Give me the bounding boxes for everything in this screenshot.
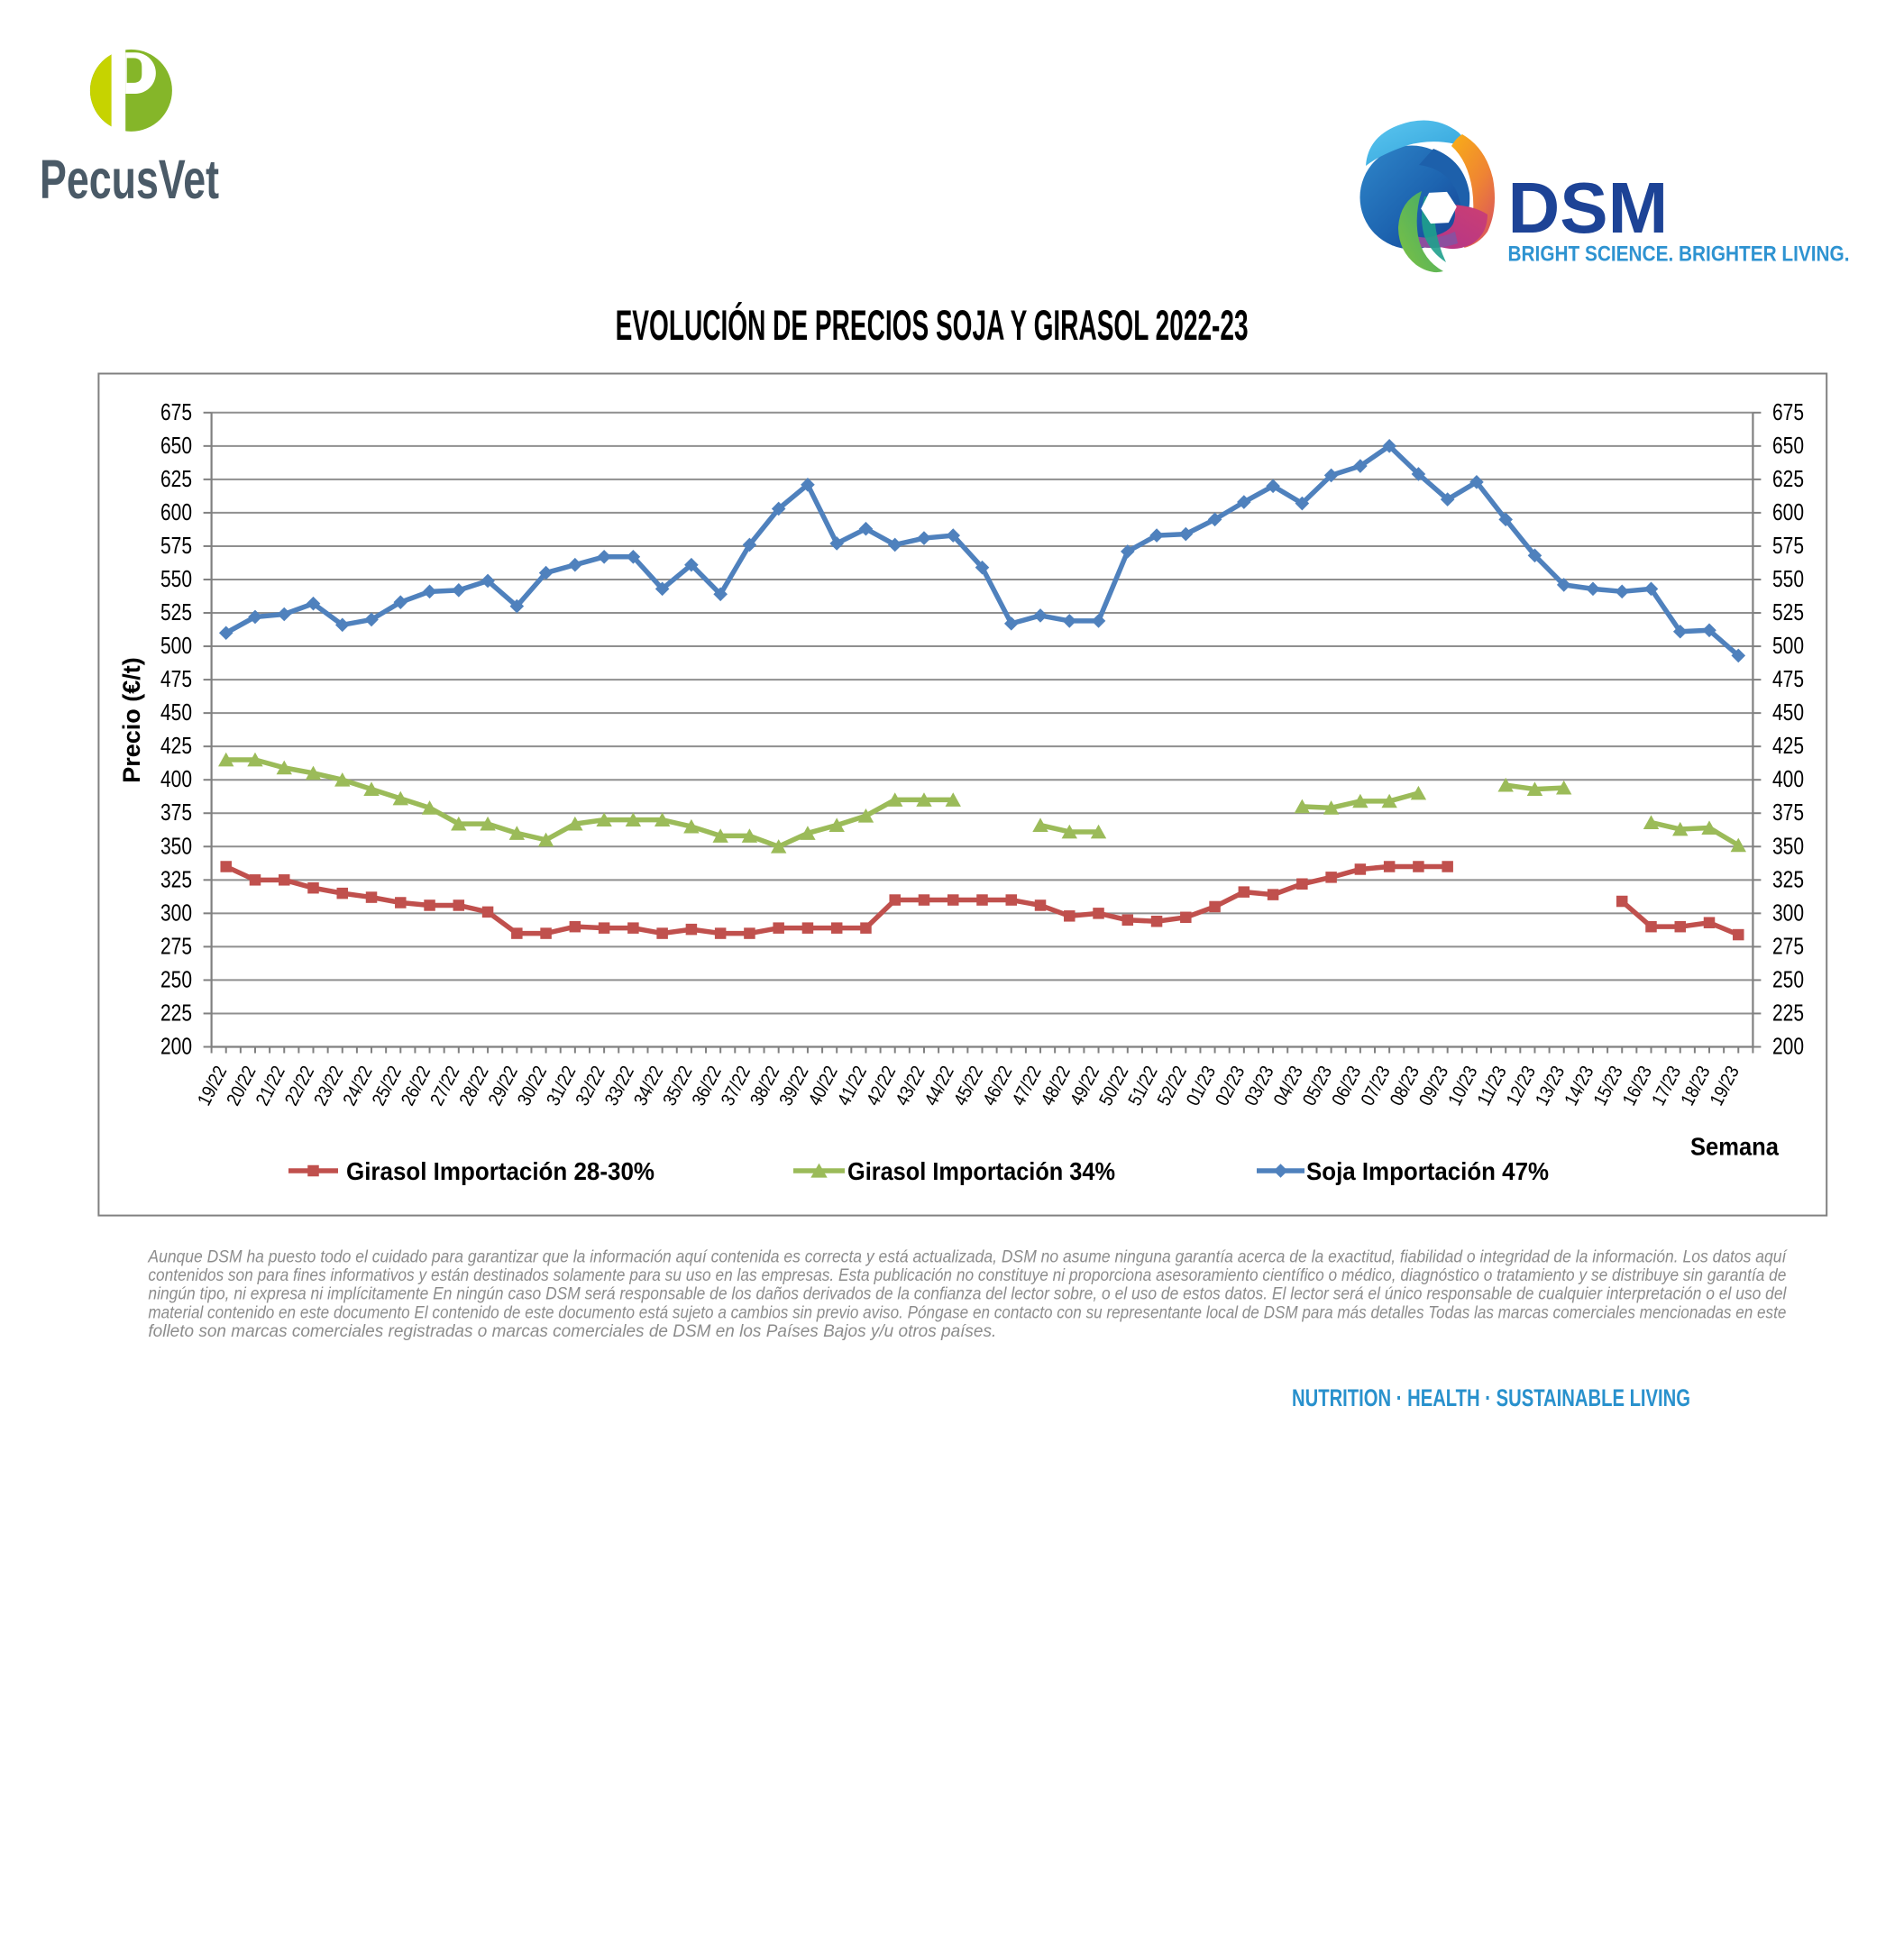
- svg-text:Girasol Importación 28-30%: Girasol Importación 28-30%: [346, 1157, 654, 1185]
- svg-text:250: 250: [1772, 967, 1804, 992]
- svg-text:400: 400: [160, 767, 192, 792]
- svg-text:375: 375: [1772, 800, 1804, 826]
- svg-text:Aunque DSM ha puesto todo el c: Aunque DSM ha puesto todo el cuidado par…: [147, 1248, 1788, 1267]
- svg-text:275: 275: [1772, 934, 1804, 959]
- svg-text:475: 475: [160, 667, 192, 692]
- svg-text:600: 600: [1772, 500, 1804, 525]
- svg-text:225: 225: [1772, 1000, 1804, 1026]
- svg-text:375: 375: [160, 800, 192, 826]
- svg-text:450: 450: [160, 700, 192, 726]
- svg-text:DSM: DSM: [1508, 168, 1669, 248]
- svg-text:400: 400: [1772, 767, 1804, 792]
- svg-text:BRIGHT SCIENCE. BRIGHTER LIVIN: BRIGHT SCIENCE. BRIGHTER LIVING.: [1508, 242, 1850, 267]
- svg-text:425: 425: [160, 734, 192, 759]
- svg-text:275: 275: [160, 934, 192, 959]
- svg-text:Semana: Semana: [1690, 1133, 1779, 1161]
- svg-text:Precio (€/t): Precio (€/t): [118, 657, 145, 783]
- svg-text:675: 675: [1772, 400, 1804, 425]
- svg-text:300: 300: [1772, 900, 1804, 926]
- svg-text:525: 525: [160, 600, 192, 625]
- svg-text:450: 450: [1772, 700, 1804, 726]
- svg-text:200: 200: [1772, 1035, 1804, 1060]
- svg-text:material contenido en este doc: material contenido en este documento El …: [148, 1303, 1786, 1322]
- svg-text:NUTRITION · HEALTH · SUSTAINAB: NUTRITION · HEALTH · SUSTAINABLE LIVING: [1292, 1384, 1690, 1411]
- svg-text:250: 250: [160, 967, 192, 992]
- svg-text:550: 550: [160, 567, 192, 592]
- svg-text:contenidos son para fines info: contenidos son para fines informativos y…: [148, 1266, 1786, 1285]
- svg-text:550: 550: [1772, 567, 1804, 592]
- svg-text:650: 650: [160, 434, 192, 459]
- svg-text:575: 575: [160, 534, 192, 559]
- svg-text:folleto son marcas comerciales: folleto son marcas comerciales registrad…: [148, 1322, 996, 1341]
- svg-text:200: 200: [160, 1035, 192, 1060]
- svg-text:325: 325: [160, 867, 192, 892]
- svg-text:600: 600: [160, 500, 192, 525]
- svg-text:350: 350: [160, 834, 192, 859]
- svg-text:500: 500: [1772, 634, 1804, 659]
- svg-text:Girasol Importación 34%: Girasol Importación 34%: [847, 1157, 1115, 1185]
- svg-text:525: 525: [1772, 600, 1804, 625]
- svg-text:500: 500: [160, 634, 192, 659]
- svg-text:300: 300: [160, 900, 192, 926]
- svg-text:EVOLUCIÓN DE PRECIOS SOJA Y GI: EVOLUCIÓN DE PRECIOS SOJA Y GIRASOL 2022…: [616, 301, 1249, 349]
- svg-text:225: 225: [160, 1000, 192, 1026]
- svg-text:675: 675: [160, 400, 192, 425]
- svg-text:PecusVet: PecusVet: [40, 149, 219, 210]
- svg-text:650: 650: [1772, 434, 1804, 459]
- svg-text:625: 625: [1772, 467, 1804, 492]
- svg-text:Soja Importación 47%: Soja Importación 47%: [1306, 1157, 1549, 1185]
- svg-text:325: 325: [1772, 867, 1804, 892]
- svg-text:425: 425: [1772, 734, 1804, 759]
- svg-text:475: 475: [1772, 667, 1804, 692]
- svg-text:350: 350: [1772, 834, 1804, 859]
- svg-text:575: 575: [1772, 534, 1804, 559]
- svg-text:ningún tipo, ni expresa ni imp: ningún tipo, ni expresa ni implícitament…: [148, 1285, 1787, 1304]
- svg-text:625: 625: [160, 467, 192, 492]
